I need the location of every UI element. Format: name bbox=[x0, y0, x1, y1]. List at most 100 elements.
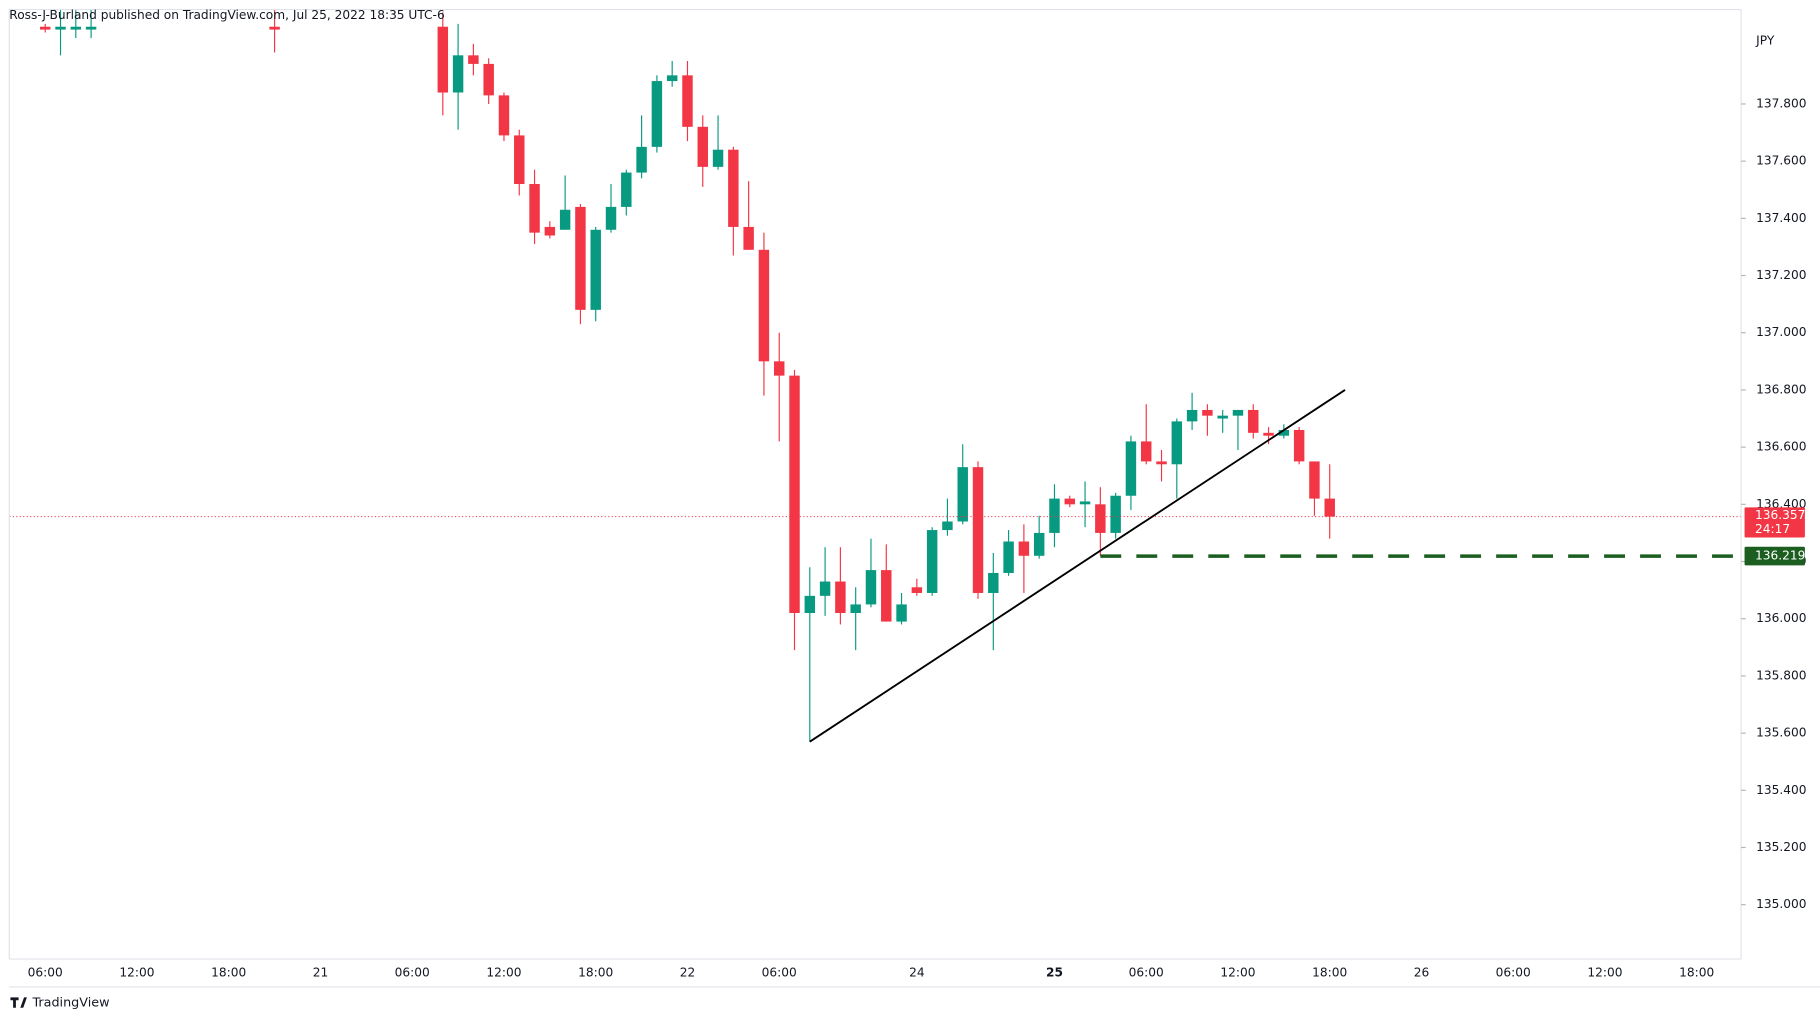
candle-body bbox=[468, 55, 479, 64]
candle-body bbox=[39, 26, 51, 30]
candle-body bbox=[850, 604, 861, 613]
x-tick-label: 25 bbox=[1046, 965, 1063, 979]
candle-body bbox=[1232, 409, 1244, 416]
candle-body bbox=[269, 26, 280, 30]
candle-body bbox=[1125, 441, 1137, 496]
x-tick-label: 06:00 bbox=[28, 965, 63, 979]
candle-body bbox=[758, 249, 770, 362]
candle-body bbox=[559, 209, 571, 230]
x-tick-label: 26 bbox=[1414, 965, 1430, 979]
candle-body bbox=[498, 95, 510, 136]
y-tick-label: 135.400 bbox=[1756, 783, 1806, 797]
candle-body bbox=[529, 184, 540, 233]
candle-body bbox=[1095, 504, 1106, 533]
x-tick-label: 06:00 bbox=[1496, 965, 1531, 979]
candle-body bbox=[911, 587, 923, 593]
candle-body bbox=[1263, 432, 1274, 436]
y-tick-label: 135.600 bbox=[1756, 726, 1806, 740]
candle-body bbox=[1064, 498, 1075, 505]
x-tick-label: 24 bbox=[909, 965, 925, 979]
candle-body bbox=[1293, 429, 1305, 462]
candle-body bbox=[865, 570, 877, 605]
candle-body bbox=[942, 521, 953, 531]
x-tick-label: 12:00 bbox=[119, 965, 154, 979]
x-tick-label: 12:00 bbox=[486, 965, 521, 979]
y-tick-label: 137.600 bbox=[1756, 154, 1806, 168]
candle-body bbox=[636, 146, 647, 173]
candle-body bbox=[835, 581, 846, 613]
header: Ross-J-Burland published on TradingView.… bbox=[9, 8, 444, 22]
candle-body bbox=[743, 226, 754, 250]
candle-body bbox=[437, 26, 449, 93]
y-tick-label: 136.400 bbox=[1756, 497, 1806, 511]
candle-body bbox=[621, 172, 632, 207]
brand: TradingView bbox=[32, 996, 110, 1011]
candle-body bbox=[1186, 409, 1198, 422]
countdown-label: 24:17 bbox=[1755, 522, 1790, 536]
candle-body bbox=[452, 55, 464, 93]
candle-body bbox=[819, 581, 831, 596]
y-tick-label: 137.200 bbox=[1756, 268, 1806, 282]
candle-body bbox=[682, 75, 693, 127]
candle-body bbox=[590, 229, 601, 310]
candle-body bbox=[1202, 409, 1213, 416]
candle-body bbox=[1156, 461, 1167, 465]
x-tick-label: 06:00 bbox=[762, 965, 797, 979]
y-tick-label: 135.800 bbox=[1756, 668, 1806, 682]
brand-logo bbox=[10, 997, 27, 1008]
candle-body bbox=[85, 26, 97, 30]
candle-body bbox=[651, 81, 663, 147]
y-tick-label: 135.200 bbox=[1756, 840, 1806, 854]
y-tick-label: 136.000 bbox=[1756, 611, 1806, 625]
plot-area bbox=[9, 9, 1742, 743]
candle-body bbox=[926, 530, 938, 593]
candle-body bbox=[1171, 421, 1183, 465]
candle-body bbox=[70, 26, 82, 30]
last-price-label: 136.357 bbox=[1755, 508, 1805, 522]
candle-body bbox=[1003, 541, 1014, 573]
candle-body bbox=[575, 206, 586, 310]
currency: JPY bbox=[1755, 33, 1775, 47]
x-tick-label: 22 bbox=[680, 965, 695, 979]
candle-body bbox=[1278, 429, 1290, 436]
candle-body bbox=[773, 361, 785, 376]
candle-body bbox=[544, 226, 556, 236]
candle-body bbox=[55, 26, 66, 30]
candle-body bbox=[881, 570, 892, 622]
x-tick-label: 18:00 bbox=[1312, 965, 1347, 979]
candle-body bbox=[1324, 498, 1335, 517]
candle-body bbox=[605, 206, 617, 230]
x-tick-label: 12:00 bbox=[1587, 965, 1622, 979]
candle-body bbox=[1110, 495, 1121, 533]
candle-body bbox=[957, 467, 968, 522]
y-tick-label: 137.400 bbox=[1756, 211, 1806, 225]
x-tick-label: 06:00 bbox=[395, 965, 430, 979]
axes: 135.000 135.200 135.400 135.600 135.800 136.0… bbox=[8, 8, 1820, 988]
trendline bbox=[809, 389, 1346, 743]
candle-body bbox=[728, 149, 739, 227]
y-tick-label: 137.000 bbox=[1756, 325, 1806, 339]
x-tick-label: 18:00 bbox=[1679, 965, 1714, 979]
candle-body bbox=[804, 595, 816, 613]
level-tag bbox=[1744, 546, 1805, 566]
candle-body bbox=[712, 149, 724, 167]
candle-body bbox=[896, 604, 907, 622]
candle-body bbox=[1049, 498, 1060, 533]
candle-body bbox=[1309, 461, 1320, 499]
candle-body bbox=[1033, 532, 1045, 556]
x-tick-label: 06:00 bbox=[1129, 965, 1164, 979]
y-tick-label: 135.000 bbox=[1756, 897, 1806, 911]
x-tick-label: 21 bbox=[313, 965, 329, 979]
x-tick-label: 18:00 bbox=[211, 965, 246, 979]
candle-body bbox=[697, 126, 708, 167]
candle-body bbox=[988, 572, 999, 593]
candle-body bbox=[1018, 541, 1030, 556]
candle-body bbox=[514, 135, 525, 185]
candle-body bbox=[483, 63, 494, 96]
candle-body bbox=[789, 375, 800, 613]
y-tick-label: 137.800 bbox=[1756, 96, 1806, 110]
x-tick-label: 18:00 bbox=[578, 965, 613, 979]
x-tick-label: 12:00 bbox=[1220, 965, 1255, 979]
